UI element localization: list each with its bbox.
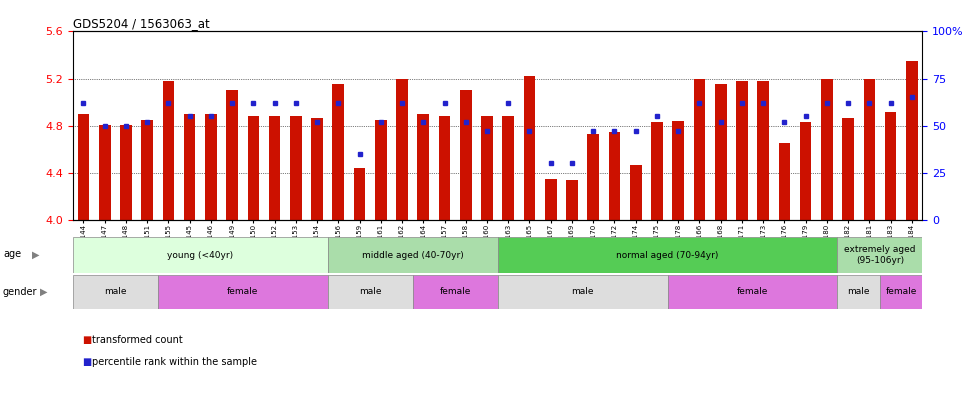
Bar	[837, 275, 880, 309]
Text: male: male	[359, 287, 382, 296]
Bar	[248, 116, 259, 220]
Bar	[375, 120, 386, 220]
Bar	[715, 84, 726, 220]
Text: male: male	[848, 287, 870, 296]
Bar	[821, 79, 833, 220]
Bar	[757, 81, 769, 220]
Bar	[418, 114, 429, 220]
Bar	[736, 81, 748, 220]
Bar	[837, 237, 922, 273]
Bar	[142, 120, 153, 220]
Bar	[413, 275, 498, 309]
Text: normal aged (70-94yr): normal aged (70-94yr)	[617, 251, 719, 259]
Bar	[327, 275, 413, 309]
Bar	[779, 143, 790, 220]
Bar	[73, 237, 328, 273]
Bar	[353, 168, 365, 220]
Text: middle aged (40-70yr): middle aged (40-70yr)	[362, 251, 463, 259]
Bar	[332, 84, 344, 220]
Bar	[630, 165, 642, 220]
Text: female: female	[737, 287, 768, 296]
Text: ■: ■	[83, 335, 92, 345]
Bar	[885, 112, 896, 220]
Bar	[73, 275, 157, 309]
Bar	[205, 114, 217, 220]
Bar	[906, 61, 918, 220]
Text: male: male	[104, 287, 126, 296]
Text: gender: gender	[3, 286, 38, 297]
Bar	[693, 79, 705, 220]
Bar	[842, 118, 854, 220]
Bar	[566, 180, 578, 220]
Bar	[523, 76, 535, 220]
Bar	[162, 81, 174, 220]
Bar	[312, 118, 323, 220]
Bar	[498, 237, 837, 273]
Text: ▶: ▶	[40, 286, 48, 297]
Text: percentile rank within the sample: percentile rank within the sample	[92, 356, 257, 367]
Bar	[609, 132, 620, 220]
Bar	[184, 114, 195, 220]
Bar	[439, 116, 451, 220]
Bar	[498, 275, 668, 309]
Bar	[460, 90, 472, 220]
Bar	[78, 114, 89, 220]
Text: ▶: ▶	[32, 249, 40, 259]
Text: extremely aged
(95-106yr): extremely aged (95-106yr)	[844, 245, 916, 265]
Bar	[290, 116, 302, 220]
Bar	[668, 275, 837, 309]
Text: ■: ■	[83, 356, 92, 367]
Bar	[269, 116, 281, 220]
Text: female: female	[440, 287, 471, 296]
Text: age: age	[3, 249, 21, 259]
Bar	[99, 125, 111, 220]
Bar	[396, 79, 408, 220]
Bar	[226, 90, 238, 220]
Bar	[672, 121, 684, 220]
Text: GDS5204 / 1563063_at: GDS5204 / 1563063_at	[73, 17, 210, 30]
Bar	[502, 116, 514, 220]
Bar	[587, 134, 599, 220]
Bar	[652, 122, 663, 220]
Bar	[863, 79, 875, 220]
Bar	[880, 275, 922, 309]
Text: female: female	[886, 287, 917, 296]
Bar	[800, 122, 812, 220]
Bar	[482, 116, 493, 220]
Bar	[327, 237, 497, 273]
Bar	[157, 275, 328, 309]
Text: male: male	[571, 287, 594, 296]
Text: young (<40yr): young (<40yr)	[167, 251, 233, 259]
Bar	[120, 125, 132, 220]
Bar	[545, 179, 556, 220]
Text: female: female	[227, 287, 258, 296]
Text: transformed count: transformed count	[92, 335, 183, 345]
